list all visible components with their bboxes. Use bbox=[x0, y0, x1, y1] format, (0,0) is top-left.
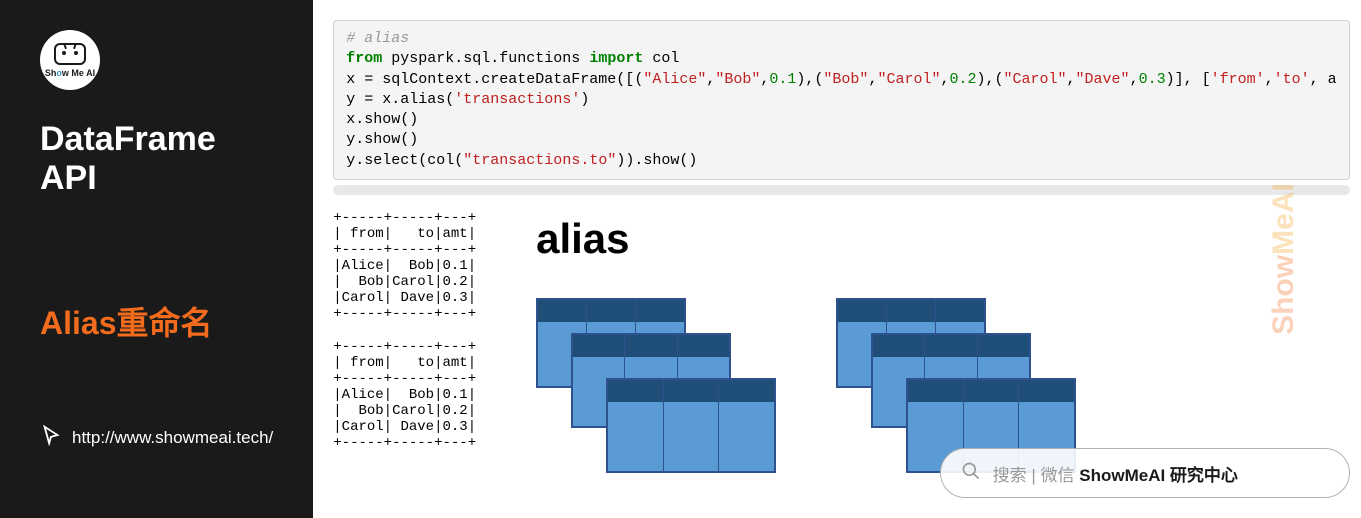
search-icon bbox=[961, 461, 981, 486]
page-title: DataFrame API bbox=[40, 120, 273, 198]
cursor-icon bbox=[40, 424, 62, 451]
link-text: http://www.showmeai.tech/ bbox=[72, 428, 273, 448]
sidebar: Show Me AI DataFrame API Alias重命名 http:/… bbox=[0, 0, 313, 518]
grid-diagram bbox=[536, 298, 1350, 473]
main-content: # alias from pyspark.sql.functions impor… bbox=[313, 0, 1361, 518]
scrollbar[interactable] bbox=[333, 185, 1349, 195]
search-text: 搜索 | 微信 ShowMeAI 研究中心 bbox=[993, 461, 1238, 486]
alias-heading: alias bbox=[536, 215, 1350, 263]
logo: Show Me AI bbox=[40, 30, 273, 90]
subtitle: Alias重命名 bbox=[40, 298, 273, 344]
output-tables: +-----+-----+---+ | from| to|amt| +-----… bbox=[333, 210, 476, 473]
code-block: # alias from pyspark.sql.functions impor… bbox=[333, 20, 1349, 180]
watermark: ShowMeAI bbox=[1267, 183, 1301, 335]
search-pill[interactable]: 搜索 | 微信 ShowMeAI 研究中心 bbox=[940, 448, 1350, 498]
website-link[interactable]: http://www.showmeai.tech/ bbox=[40, 424, 273, 451]
